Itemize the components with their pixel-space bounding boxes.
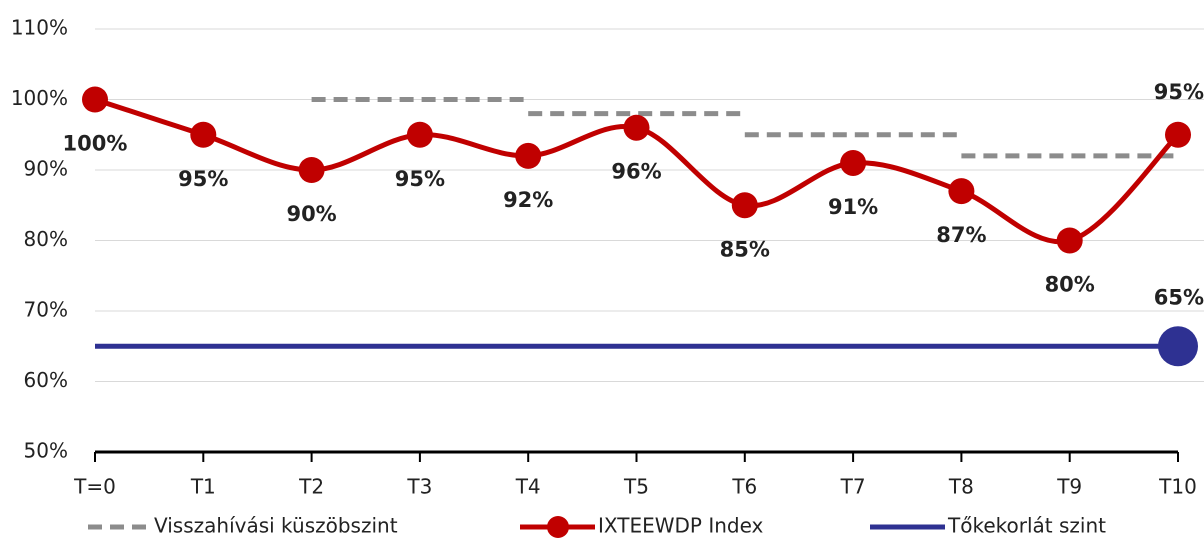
value-label: 91% xyxy=(828,195,878,219)
value-label: 85% xyxy=(720,237,770,261)
index-marker xyxy=(1056,227,1083,254)
value-label: 65% xyxy=(1154,285,1204,309)
index-marker xyxy=(840,149,867,176)
value-label: 80% xyxy=(1045,273,1095,297)
index-marker xyxy=(298,157,325,183)
x-tick-label: T7 xyxy=(840,475,866,499)
index-marker xyxy=(948,178,975,205)
value-label: 95% xyxy=(1154,80,1204,104)
index-marker xyxy=(623,114,650,141)
x-tick-label: T=0 xyxy=(73,475,116,499)
x-tick-label: T8 xyxy=(948,475,974,499)
x-tick-label: T5 xyxy=(623,475,649,499)
legend-label: Tőkekorlát szint xyxy=(947,514,1106,538)
legend-label: IXTEEWDP Index xyxy=(598,514,764,538)
barrier-marker xyxy=(1158,326,1198,367)
legend-label: Visszahívási küszöbszint xyxy=(154,514,398,538)
index-marker xyxy=(1165,121,1191,148)
value-label: 87% xyxy=(936,223,986,247)
value-label: 90% xyxy=(286,202,336,226)
x-tick-label: T3 xyxy=(406,475,432,499)
y-tick-label: 70% xyxy=(24,298,68,322)
value-label: 96% xyxy=(611,160,661,184)
y-tick-label: 80% xyxy=(24,227,68,251)
index-marker xyxy=(731,192,758,219)
index-marker xyxy=(406,121,433,148)
value-label: 100% xyxy=(63,132,128,156)
x-tick-label: T9 xyxy=(1056,475,1082,499)
y-tick-label: 50% xyxy=(24,439,68,463)
index-marker xyxy=(82,86,108,113)
y-tick-label: 100% xyxy=(11,86,68,110)
index-marker xyxy=(515,142,542,169)
y-tick-label: 60% xyxy=(24,368,68,392)
x-tick-label: T10 xyxy=(1158,475,1197,499)
y-tick-label: 90% xyxy=(24,157,68,181)
legend-marker xyxy=(547,516,569,538)
x-tick-label: T2 xyxy=(298,475,324,499)
y-tick-label: 110% xyxy=(11,16,68,40)
index-marker xyxy=(190,121,217,148)
value-label: 92% xyxy=(503,188,553,212)
value-label: 95% xyxy=(178,167,228,191)
x-tick-label: T4 xyxy=(515,475,541,499)
x-tick-label: T1 xyxy=(190,475,216,499)
x-tick-label: T6 xyxy=(731,475,757,499)
value-label: 95% xyxy=(395,167,445,191)
